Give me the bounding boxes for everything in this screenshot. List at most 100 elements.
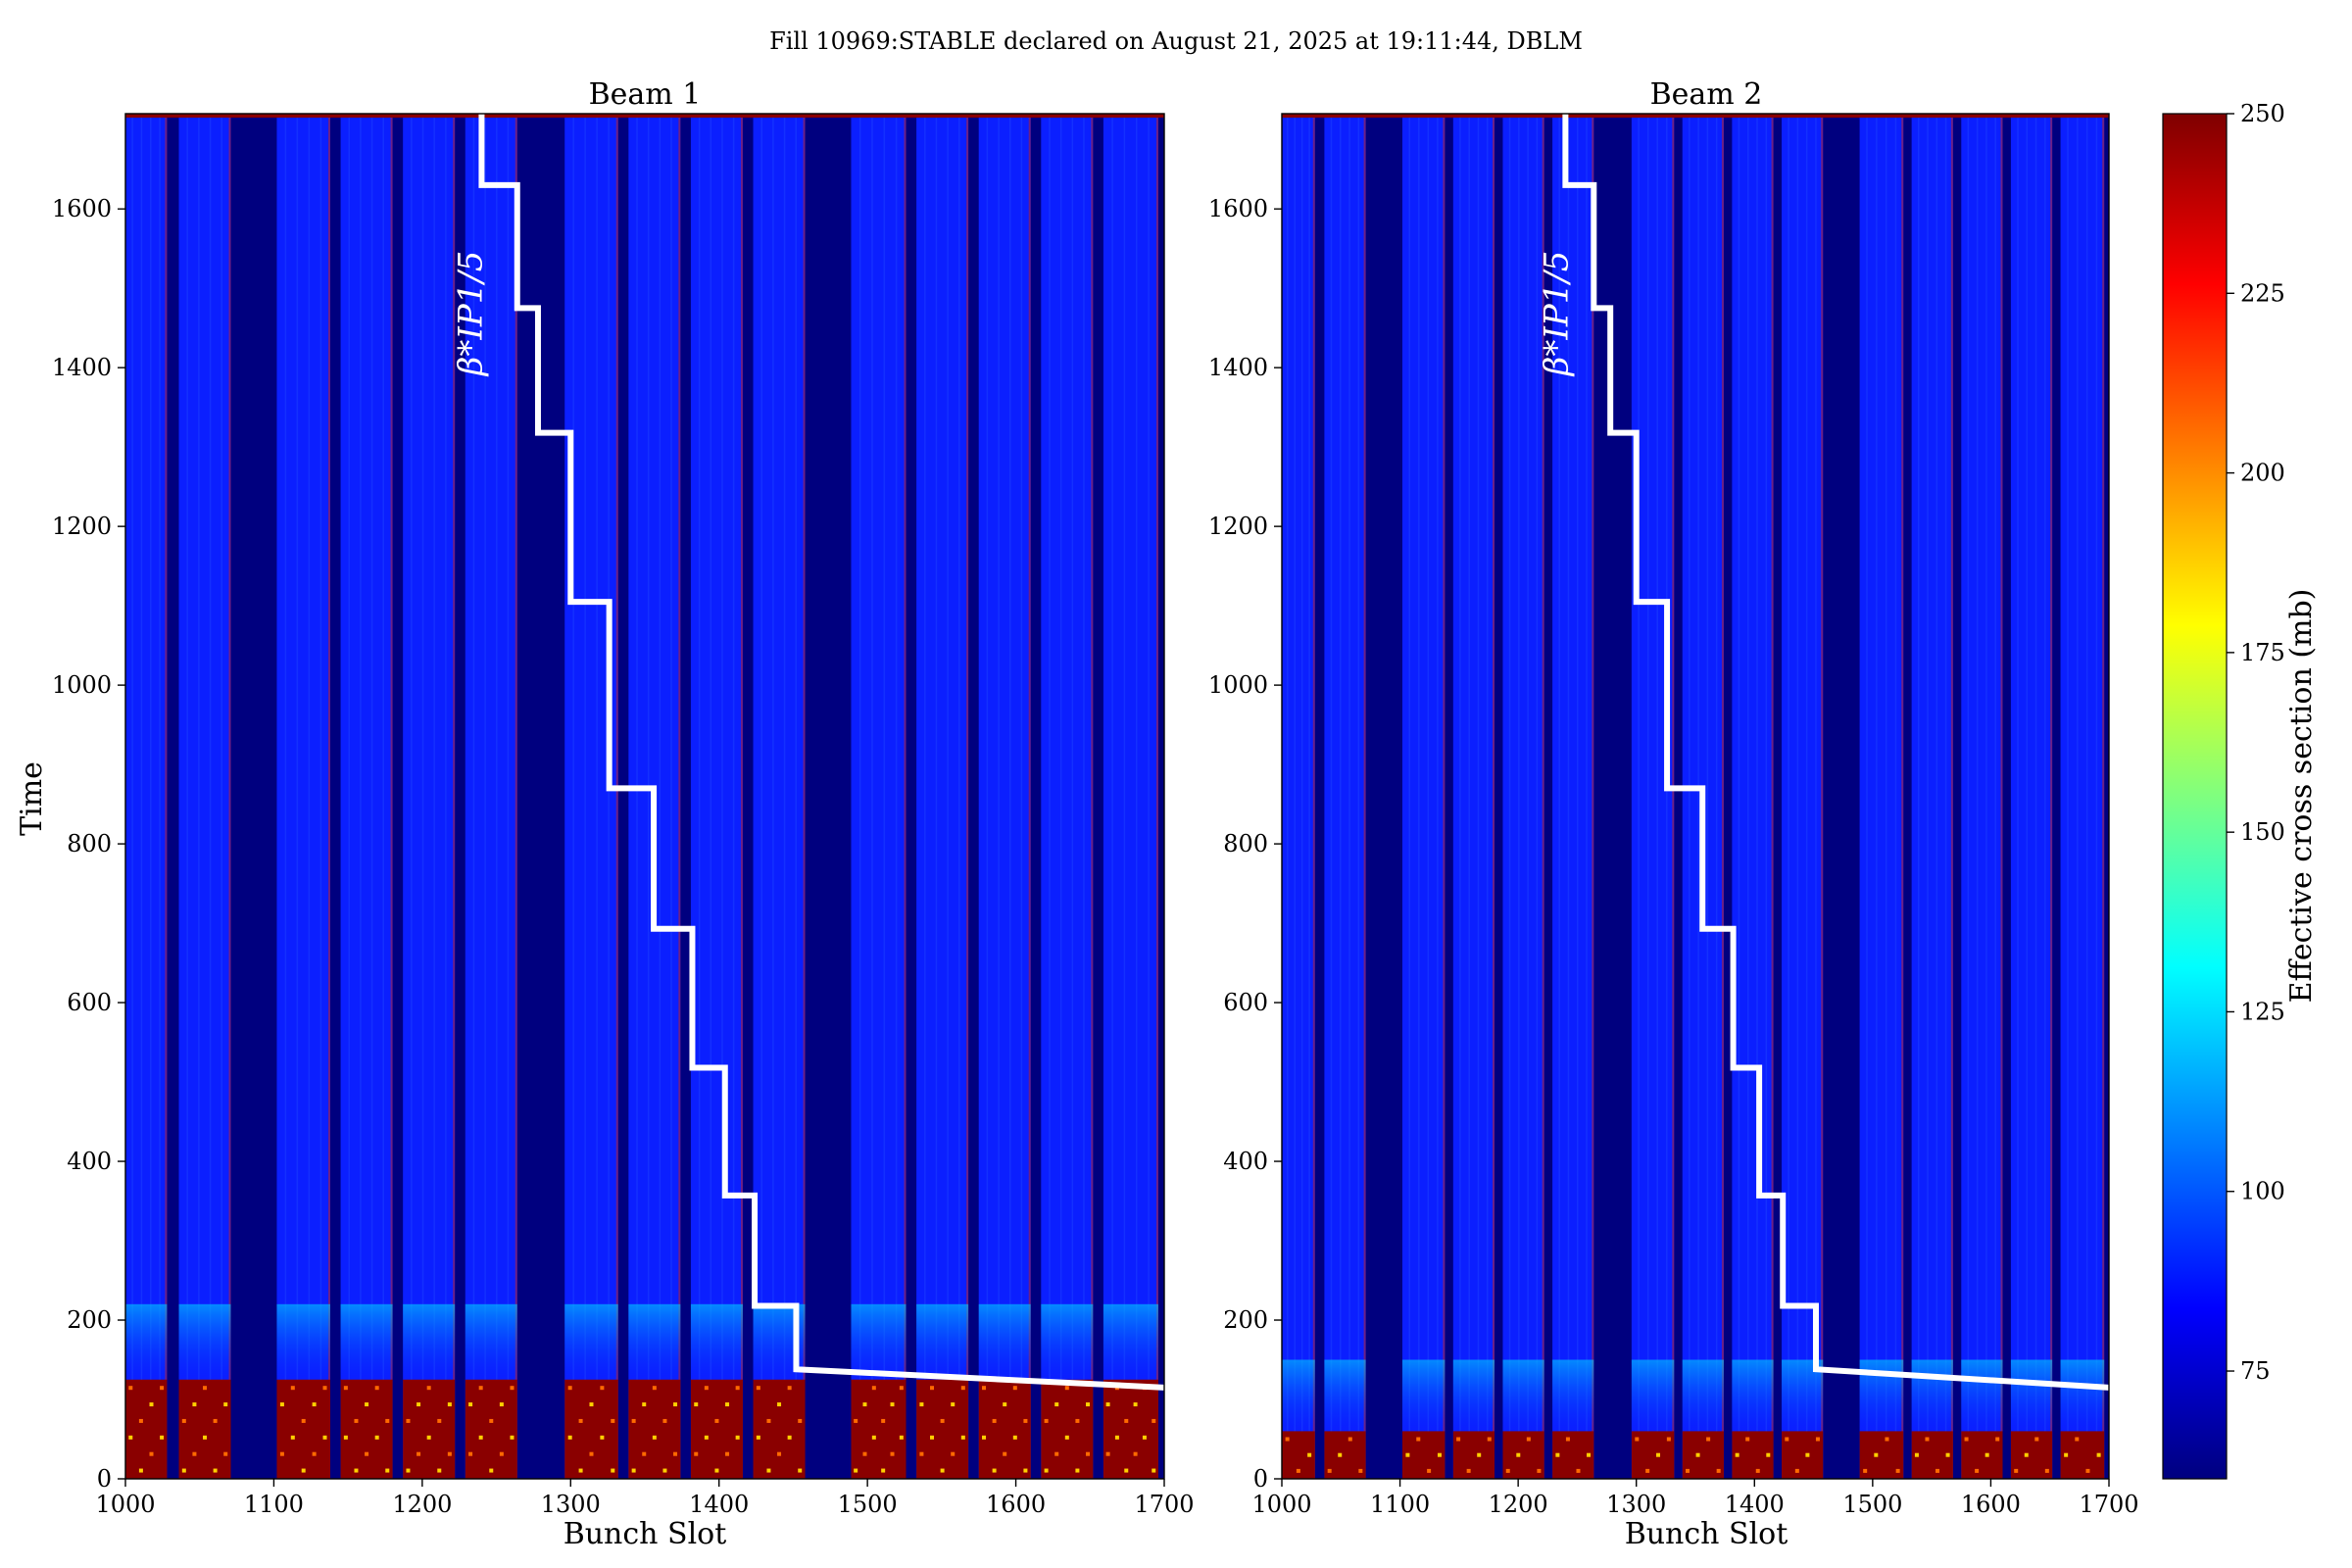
y-tick-label: 1400 <box>1208 354 1268 381</box>
x-tick-label: 1300 <box>541 1491 601 1518</box>
train-stripe <box>1437 114 1439 1479</box>
transition-fade <box>1552 1359 1594 1432</box>
hot-cell <box>1003 1402 1007 1407</box>
transition-fade <box>1401 1359 1446 1432</box>
top-edge-band <box>1282 114 2109 118</box>
train-stripe <box>1715 114 1718 1479</box>
x-tick-label: 1200 <box>392 1491 452 1518</box>
hot-cell <box>890 1402 895 1407</box>
hot-cell <box>478 1435 483 1440</box>
hot-cell <box>223 1451 228 1456</box>
beta-star-line <box>1562 114 2110 1391</box>
hot-cell <box>128 1386 133 1391</box>
hot-cell <box>1745 1437 1750 1442</box>
hot-cell <box>881 1418 886 1423</box>
train-stripe <box>445 114 447 1479</box>
hot-cell <box>192 1451 197 1456</box>
hot-cell <box>642 1451 647 1456</box>
hot-cell <box>1945 1452 1950 1457</box>
hot-cell <box>385 1468 390 1473</box>
hot-cell <box>312 1451 317 1456</box>
hot-cell <box>951 1451 956 1456</box>
train-stripe <box>382 114 385 1479</box>
train-stripe <box>2095 114 2098 1479</box>
hot-cell <box>899 1435 904 1440</box>
train-stripe <box>1567 114 1570 1479</box>
train-stripe <box>1294 114 1296 1479</box>
hot-cell <box>181 1418 186 1423</box>
train-edge <box>615 114 618 1479</box>
hot-cell <box>1285 1437 1290 1442</box>
hot-cell <box>992 1418 997 1423</box>
hot-cell <box>1456 1437 1461 1442</box>
colorbar-gradient <box>2162 113 2228 1480</box>
hot-cell <box>798 1468 803 1473</box>
train-stripe <box>947 114 949 1479</box>
train-edge <box>1091 114 1094 1479</box>
train-stripe <box>1936 114 1938 1479</box>
train-stripe <box>296 114 299 1479</box>
hot-cell <box>694 1451 699 1456</box>
hot-cell <box>1716 1468 1721 1473</box>
train-stripe <box>732 114 735 1479</box>
train-edge <box>514 114 517 1479</box>
hot-cell <box>149 1451 154 1456</box>
hot-cell <box>374 1435 379 1440</box>
hot-cell <box>1587 1452 1592 1457</box>
hot-cell <box>1044 1418 1049 1423</box>
hot-cell <box>787 1435 792 1440</box>
hot-cell <box>704 1386 709 1391</box>
hot-cell <box>374 1386 379 1391</box>
hot-cell <box>1133 1451 1138 1456</box>
hot-cell <box>128 1435 133 1440</box>
train-stripe <box>670 114 672 1479</box>
transition-fade <box>1452 1359 1495 1432</box>
train-stripe <box>433 114 435 1479</box>
hot-cell <box>951 1402 956 1407</box>
train-stripe <box>209 114 212 1479</box>
hot-cell <box>1975 1468 1980 1473</box>
train-edge <box>1363 114 1366 1479</box>
train-stripe <box>496 114 498 1479</box>
beta-star-label: β*IP1/5 <box>1538 251 1577 378</box>
hot-cell <box>1466 1468 1471 1473</box>
train-edge <box>327 114 330 1479</box>
hot-cell <box>1427 1468 1432 1473</box>
hot-cell <box>1874 1452 1879 1457</box>
y-tick-label: 1200 <box>1208 513 1268 540</box>
low-time-region <box>403 1379 456 1479</box>
train-edge <box>904 114 906 1479</box>
hot-cell <box>1815 1437 1820 1442</box>
y-tick-label: 0 <box>1253 1465 1268 1493</box>
hot-cell <box>478 1386 483 1391</box>
hot-cell <box>1863 1468 1868 1473</box>
hot-cell <box>919 1451 924 1456</box>
hot-cell <box>1003 1451 1007 1456</box>
train-stripe <box>159 114 161 1479</box>
hot-cell <box>468 1451 473 1456</box>
hot-cell <box>1105 1451 1110 1456</box>
hot-cell <box>1526 1437 1531 1442</box>
train-stripe <box>2067 114 2069 1479</box>
hot-cell <box>1348 1437 1352 1442</box>
train-stripe <box>1646 114 1649 1479</box>
x-tick-label: 1100 <box>1370 1491 1430 1518</box>
hot-cell <box>2096 1452 2101 1457</box>
hot-cell <box>149 1402 154 1407</box>
train-stripe <box>1765 114 1768 1479</box>
train-stripe <box>150 114 152 1479</box>
hot-cell <box>1307 1452 1312 1457</box>
hot-cell <box>652 1386 657 1391</box>
hot-cell <box>600 1435 605 1440</box>
train-edge <box>2102 114 2105 1479</box>
hot-cell <box>854 1418 858 1423</box>
hot-cell <box>1925 1437 1930 1442</box>
hot-cell <box>1984 1452 1989 1457</box>
train-stripe <box>1756 114 1758 1479</box>
train-stripe <box>1796 114 1799 1479</box>
hot-cell <box>1885 1437 1889 1442</box>
hot-cell <box>567 1435 572 1440</box>
train-stripe <box>1111 114 1113 1479</box>
train-stripe <box>421 114 424 1479</box>
train-stripe <box>1967 114 1970 1479</box>
